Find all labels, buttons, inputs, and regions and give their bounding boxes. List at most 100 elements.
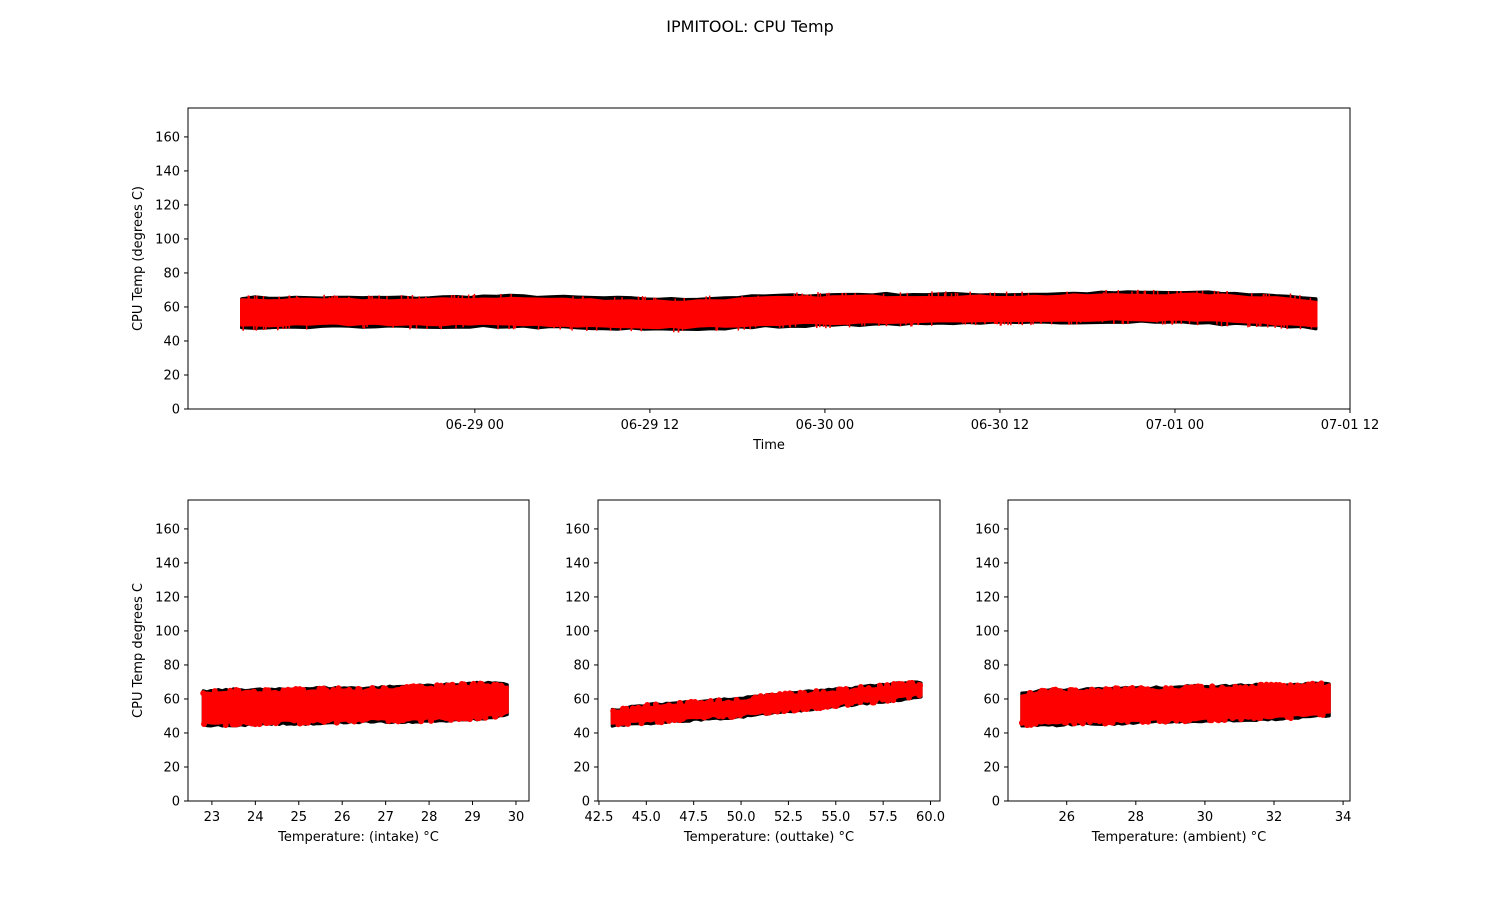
data-point [1050, 686, 1057, 693]
data-point [480, 713, 487, 720]
data-point [634, 705, 641, 712]
data-point [1032, 720, 1039, 727]
data-point [890, 697, 897, 704]
data-point [1284, 713, 1291, 720]
data-point [1168, 685, 1175, 692]
data-point [700, 714, 707, 721]
data-point [1162, 718, 1169, 725]
x-tick-label: 57.5 [869, 810, 898, 825]
axes-frame [1007, 499, 1351, 802]
x-tick-label: 52.5 [774, 810, 803, 825]
data-point [1232, 683, 1239, 690]
data-point [476, 715, 483, 722]
data-point [769, 692, 776, 699]
data-point [460, 683, 467, 690]
data-point [658, 718, 665, 725]
data-point [621, 719, 628, 726]
data-point [200, 690, 207, 697]
data-point [285, 686, 292, 693]
data-point [236, 720, 243, 727]
data-point [330, 687, 337, 694]
y-tick-label: 20 [163, 368, 180, 383]
data-point [434, 682, 441, 689]
data-point [629, 705, 636, 712]
data-point [1144, 686, 1151, 693]
data-point [399, 716, 406, 723]
data-point [492, 713, 499, 720]
data-point [222, 721, 229, 728]
axes-frame [187, 499, 530, 802]
x-tick-label: 50.0 [727, 810, 756, 825]
data-point [477, 680, 484, 687]
series-outtake [610, 679, 923, 728]
data-point [1173, 717, 1180, 724]
data-point [698, 700, 705, 707]
data-point [428, 717, 435, 724]
y-tick-label: 40 [163, 726, 180, 741]
data-point [252, 720, 259, 727]
data-point [782, 690, 789, 697]
data-point [1027, 721, 1034, 728]
data-point [1207, 717, 1214, 724]
data-point [1106, 686, 1113, 693]
data-point [803, 706, 810, 713]
data-point [359, 717, 366, 724]
data-point [410, 683, 417, 690]
data-point [1109, 719, 1116, 726]
y-tick-label: 80 [983, 658, 1000, 673]
data-point [1124, 718, 1131, 725]
data-point [1319, 711, 1326, 718]
y-tick-label: 20 [163, 760, 180, 775]
chart-time: 0 20 40 60 80 100 120 140 160 06-29 00 06-29 12 06-… [131, 107, 1379, 453]
data-point [1315, 682, 1322, 689]
data-point [1294, 682, 1301, 689]
data-point [382, 685, 389, 692]
data-point [1102, 720, 1109, 727]
data-point [813, 688, 820, 695]
y-tick-label: 0 [172, 795, 180, 810]
data-point [1191, 684, 1198, 691]
x-tick-label: 30 [508, 810, 525, 825]
data-point [351, 718, 358, 725]
data-point [644, 701, 651, 708]
data-point [250, 688, 257, 695]
data-point [905, 694, 912, 701]
x-tick-label: 60.0 [916, 810, 945, 825]
y-tick-label: 160 [975, 522, 1000, 537]
data-point [1229, 715, 1236, 722]
y-tick-label: 0 [582, 795, 590, 810]
data-point [1086, 718, 1093, 725]
data-point [638, 720, 645, 727]
y-tick-label: 80 [163, 266, 180, 281]
y-axis-label: CPU Temp degrees C [131, 583, 146, 718]
data-point [766, 709, 773, 716]
data-point [1242, 684, 1249, 691]
y-tick-label: 80 [573, 658, 590, 673]
data-point [610, 708, 617, 715]
data-point [1184, 685, 1191, 692]
data-point [469, 681, 476, 688]
data-point [1129, 684, 1136, 691]
data-point [211, 688, 218, 695]
data-point [664, 716, 671, 723]
data-point [1072, 687, 1079, 694]
y-tick-label: 100 [155, 624, 180, 639]
x-tick-label: 29 [464, 810, 481, 825]
data-point [1145, 718, 1152, 725]
data-point [1219, 684, 1226, 691]
y-tick-label: 160 [155, 130, 180, 145]
y-tick-label: 140 [975, 556, 1000, 571]
data-point [826, 702, 833, 709]
data-point [493, 681, 500, 688]
data-point [461, 715, 468, 722]
data-point [679, 715, 686, 722]
x-tick-label: 42.5 [584, 810, 613, 825]
data-point [831, 702, 838, 709]
data-point [1088, 686, 1095, 693]
data-point [1181, 716, 1188, 723]
data-point [1209, 684, 1216, 691]
data-point [752, 694, 759, 701]
data-point [879, 696, 886, 703]
data-point [1122, 686, 1129, 693]
data-point [865, 685, 872, 692]
